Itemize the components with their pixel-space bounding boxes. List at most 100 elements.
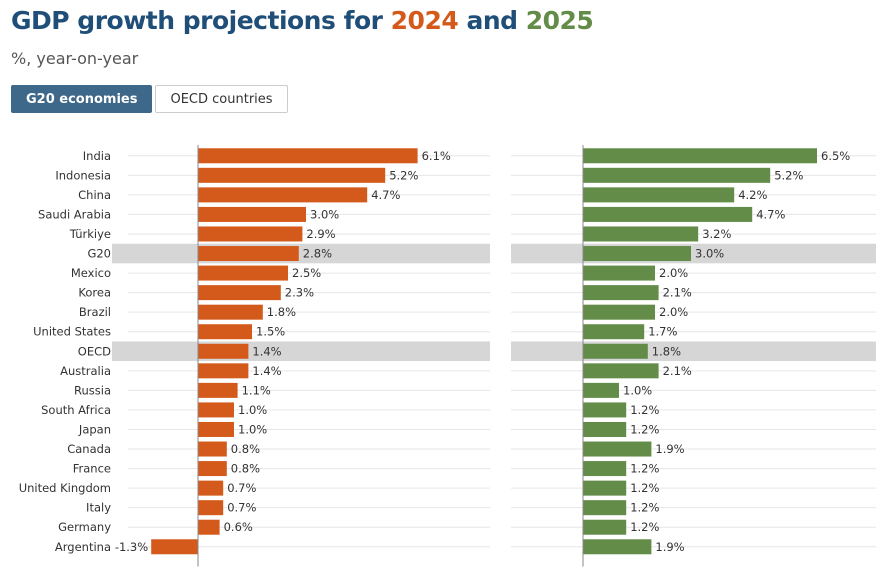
category-label: Brazil xyxy=(79,305,111,319)
category-label: South Africa xyxy=(41,403,111,417)
bar-2025 xyxy=(583,187,735,203)
bar-2025 xyxy=(583,382,619,398)
data-label-2024: 3.0% xyxy=(310,207,339,221)
category-label: Japan xyxy=(78,422,111,436)
category-label: Australia xyxy=(60,364,111,378)
bar-2025 xyxy=(583,441,652,457)
bar-2024 xyxy=(198,382,238,398)
data-label-2025: 4.7% xyxy=(756,207,785,221)
bar-2024 xyxy=(198,500,224,516)
category-label: India xyxy=(83,149,111,163)
category-label: Russia xyxy=(74,383,111,397)
title-year-2025: 2025 xyxy=(525,6,594,35)
category-label: United States xyxy=(33,325,111,339)
bar-2024 xyxy=(198,304,263,320)
bar-2024 xyxy=(198,285,281,301)
data-label-2025: 1.9% xyxy=(655,442,684,456)
bar-2024 xyxy=(198,265,288,281)
data-label-2024: 5.2% xyxy=(389,168,418,182)
data-label-2024: 0.8% xyxy=(231,462,260,476)
category-label: Mexico xyxy=(71,266,111,280)
category-label: Germany xyxy=(58,520,111,534)
data-label-2025: 1.8% xyxy=(652,344,681,358)
category-label: G20 xyxy=(87,247,111,261)
data-label-2024: 1.8% xyxy=(267,305,296,319)
bar-2025 xyxy=(583,500,627,516)
title-mid: and xyxy=(458,6,526,35)
highlight-row xyxy=(112,341,490,362)
bar-2025 xyxy=(583,402,627,418)
category-label: Saudi Arabia xyxy=(38,207,111,221)
bar-2025 xyxy=(583,363,659,379)
tab-oecd-countries[interactable]: OECD countries xyxy=(155,85,288,113)
bar-2025 xyxy=(583,265,655,281)
data-label-2025: 3.0% xyxy=(695,247,724,261)
category-label: France xyxy=(73,462,111,476)
bar-2024 xyxy=(198,246,299,262)
data-label-2025: 3.2% xyxy=(702,227,731,241)
bar-2024 xyxy=(198,363,249,379)
category-label: United Kingdom xyxy=(19,481,111,495)
bar-2024 xyxy=(198,167,386,183)
bar-2025 xyxy=(583,206,753,222)
bar-2025 xyxy=(583,226,699,242)
data-label-2024: 1.0% xyxy=(238,403,267,417)
data-label-2025: 2.0% xyxy=(659,266,688,280)
data-label-2025: 1.2% xyxy=(630,520,659,534)
data-label-2025: 6.5% xyxy=(821,149,850,163)
bar-2025 xyxy=(583,246,691,262)
bar-2024 xyxy=(151,539,198,555)
data-label-2024: 6.1% xyxy=(422,149,451,163)
data-label-2024: 2.3% xyxy=(285,286,314,300)
data-label-2025: 1.7% xyxy=(648,325,677,339)
tab-bar: G20 economies OECD countries xyxy=(11,85,291,113)
highlight-row xyxy=(511,243,876,264)
bar-2024 xyxy=(198,461,227,477)
bar-2025 xyxy=(583,167,771,183)
bar-2025 xyxy=(583,324,645,340)
bar-2024 xyxy=(198,402,234,418)
bar-2024 xyxy=(198,480,224,496)
data-label-2025: 4.2% xyxy=(738,188,767,202)
data-label-2024: 0.6% xyxy=(224,520,253,534)
category-label: Canada xyxy=(67,442,111,456)
category-label: Korea xyxy=(78,286,111,300)
data-label-2025: 1.2% xyxy=(630,422,659,436)
data-label-2024: 1.0% xyxy=(238,422,267,436)
bar-2025 xyxy=(583,539,652,555)
data-label-2025: 1.2% xyxy=(630,403,659,417)
data-label-2025: 1.2% xyxy=(630,462,659,476)
data-label-2025: 2.1% xyxy=(663,364,692,378)
data-label-2024: 2.5% xyxy=(292,266,321,280)
data-label-2025: 1.2% xyxy=(630,481,659,495)
data-label-2024: 1.5% xyxy=(256,325,285,339)
bar-2025 xyxy=(583,285,659,301)
bar-2025 xyxy=(583,519,627,535)
bar-2025 xyxy=(583,421,627,437)
chart-title: GDP growth projections for 2024 and 2025 xyxy=(11,6,594,35)
bar-2024 xyxy=(198,187,368,203)
data-label-2025: 2.1% xyxy=(663,286,692,300)
chart-subtitle: %, year-on-year xyxy=(11,49,139,68)
data-label-2025: 1.2% xyxy=(630,501,659,515)
category-label: Indonesia xyxy=(55,168,111,182)
data-label-2024: 4.7% xyxy=(371,188,400,202)
data-label-2025: 2.0% xyxy=(659,305,688,319)
data-label-2024: 1.4% xyxy=(252,364,281,378)
bar-2024 xyxy=(198,324,252,340)
data-label-2024: 1.4% xyxy=(252,344,281,358)
data-label-2024: 1.1% xyxy=(242,383,271,397)
bar-2025 xyxy=(583,148,817,164)
bar-2024 xyxy=(198,519,220,535)
category-label: China xyxy=(78,188,111,202)
tab-g20-economies[interactable]: G20 economies xyxy=(11,85,153,113)
bar-2024 xyxy=(198,441,227,457)
bar-2024 xyxy=(198,148,418,164)
category-label: Argentina xyxy=(55,540,111,554)
data-label-2025: 5.2% xyxy=(774,168,803,182)
category-label: Türkiye xyxy=(69,227,111,241)
bar-2024 xyxy=(198,343,249,359)
bar-2025 xyxy=(583,343,648,359)
highlight-row xyxy=(511,341,876,362)
